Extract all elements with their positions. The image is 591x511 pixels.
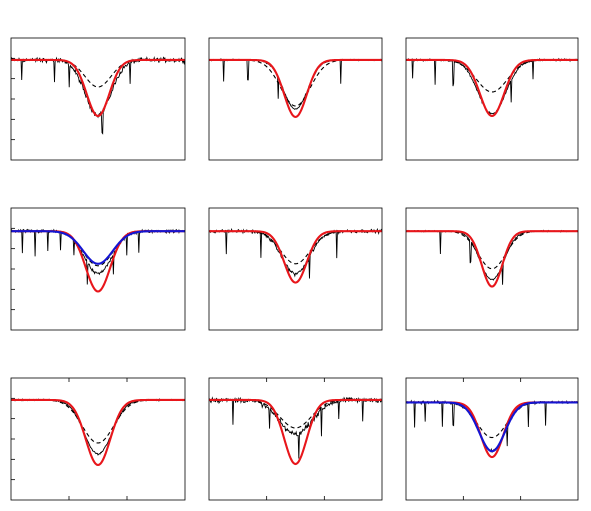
panel-1-2 [208,37,383,161]
panel-2-1 [10,207,186,331]
model-red-line [209,398,382,466]
panel-frame [405,207,579,331]
panel-frame [10,377,186,501]
observed-spectrum [11,398,185,456]
model-blue-line [11,230,185,265]
observed-spectrum [11,228,185,285]
model-red-line [11,230,185,293]
panel-1-1 [10,37,186,161]
panel-frame [405,377,579,501]
model-red-line [406,230,578,288]
model-red-line [11,58,185,118]
model-dashed-line [209,59,382,107]
model-dashed-line [11,59,185,88]
panel-3-3 [405,377,579,501]
observed-spectrum [11,56,185,135]
observed-spectrum [209,396,382,459]
model-dashed-line [406,230,578,270]
panel-frame [405,37,579,161]
observed-spectrum [209,227,382,279]
panel-2-3 [405,207,579,331]
model-dashed-line [11,399,185,444]
panel-frame [10,37,186,161]
panel-frame [208,37,383,161]
model-dashed-line [209,230,382,265]
model-red-line [406,58,578,118]
panel-3-2 [208,377,383,501]
observed-spectrum [406,229,578,285]
model-red-line [209,58,382,119]
model-dashed-line [11,230,185,267]
model-dashed-line [406,401,578,439]
panel-2-2 [208,207,383,331]
model-dashed-line [406,59,578,93]
panel-frame [208,377,383,501]
model-blue-line [406,401,578,453]
model-red-line [11,398,185,467]
observed-spectrum [209,58,382,110]
model-red-line [209,230,382,284]
observed-spectrum [406,399,578,453]
panel-1-3 [405,37,579,161]
observed-spectrum [406,57,578,116]
panel-frame [10,207,186,331]
model-red-line [406,401,578,459]
panel-frame [208,207,383,331]
model-dashed-line [209,399,382,429]
panel-3-1 [10,377,186,501]
